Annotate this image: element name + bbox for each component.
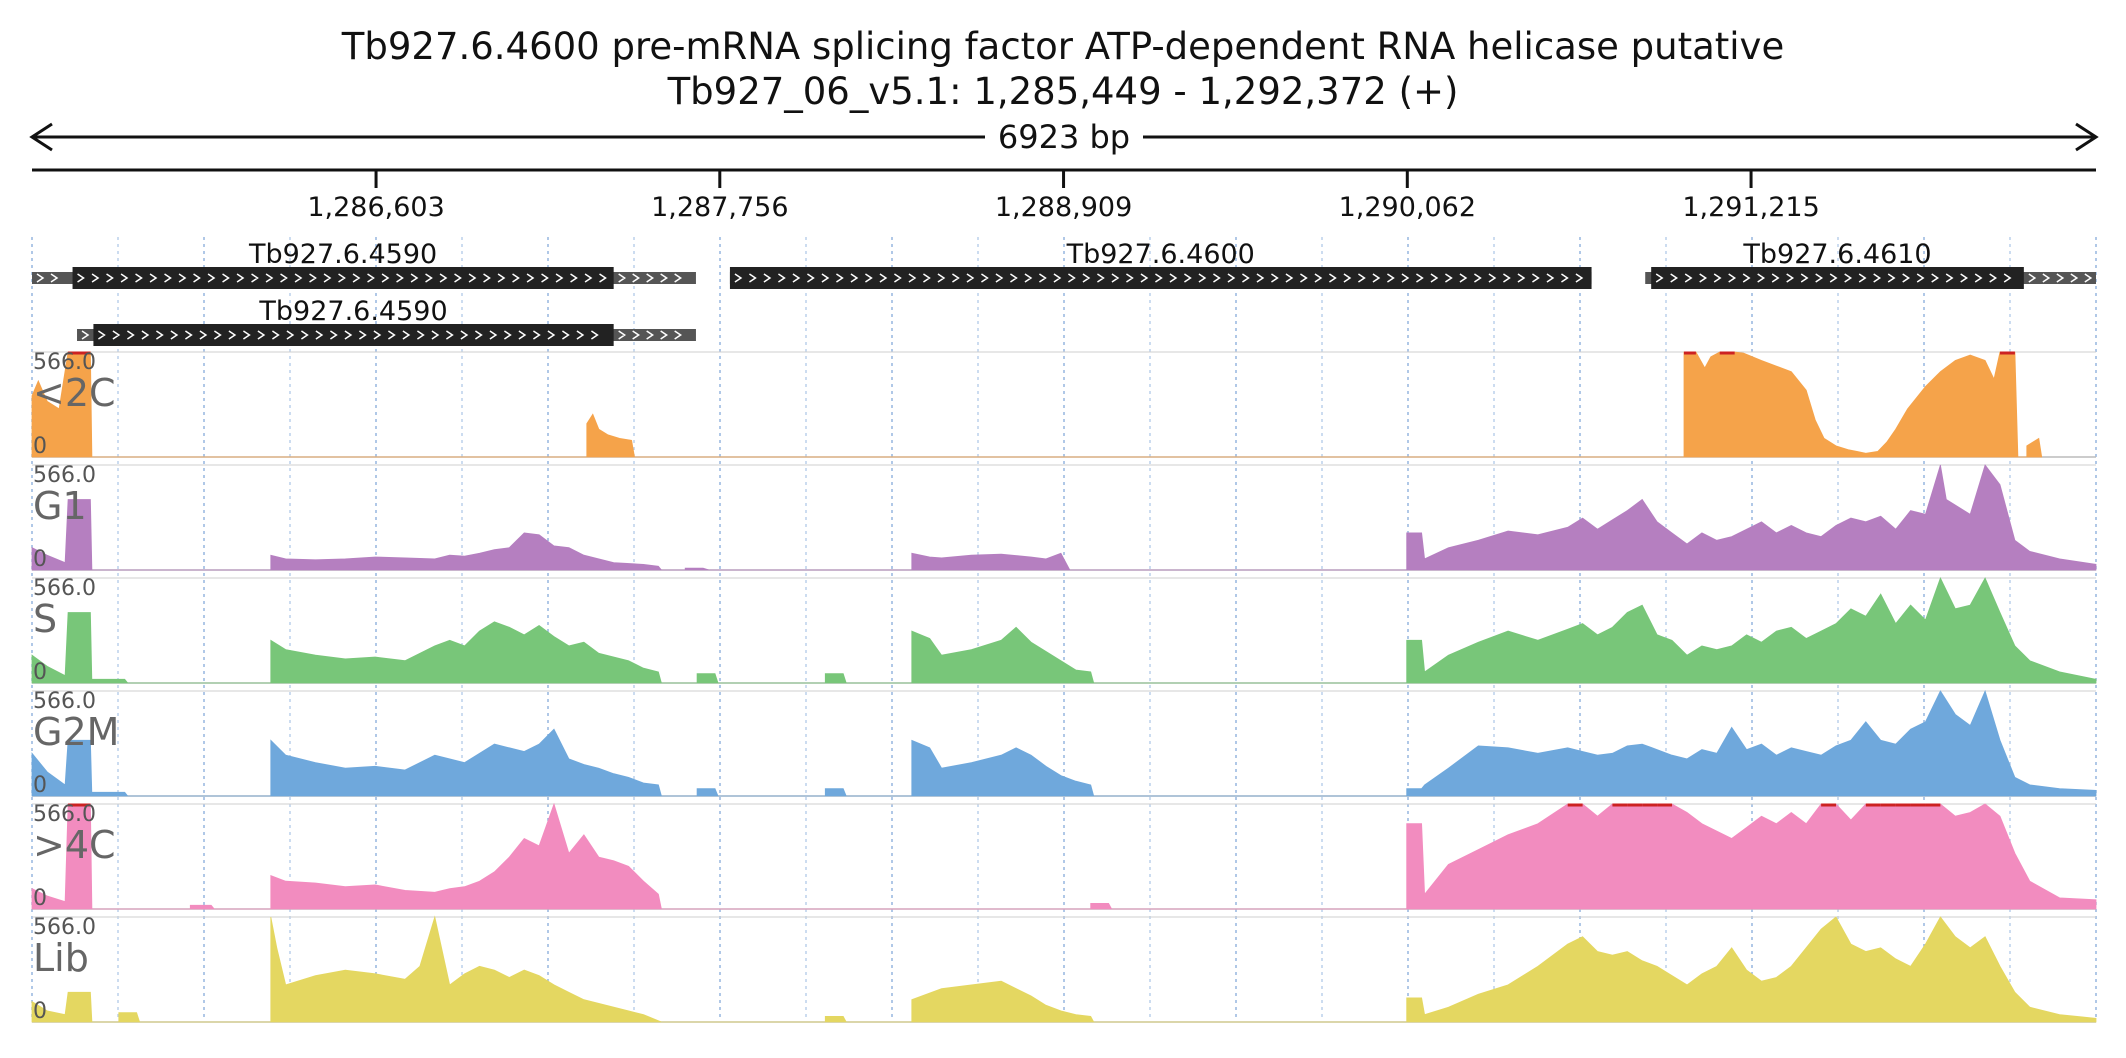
coverage-track: 566.0 0 <2C xyxy=(31,350,2096,459)
track-min-label: 0 xyxy=(33,547,47,572)
coverage-area xyxy=(31,576,2097,684)
strand-arrows xyxy=(734,273,1584,283)
coverage-track: 566.0 0 G2M xyxy=(31,689,2097,798)
track-max-label: 566.0 xyxy=(33,689,96,714)
gene-feature: Tb927.6.4590 xyxy=(77,296,696,346)
track-min-label: 0 xyxy=(33,773,47,798)
coverage-tracks: 566.00<2C566.00G1566.00S566.00G2M566.00>… xyxy=(31,350,2097,1024)
coverage-area xyxy=(31,464,2097,571)
strand-arrows xyxy=(618,330,683,340)
ruler-tick-label: 1,288,909 xyxy=(995,192,1132,223)
gene-label: Tb927.6.4600 xyxy=(1066,239,1255,270)
track-max-label: 566.0 xyxy=(33,463,96,488)
gene-label: Tb927.6.4590 xyxy=(248,239,437,270)
gene-feature: Tb927.6.4600 xyxy=(729,239,1592,289)
strand-arrows xyxy=(36,273,59,283)
coverage-track: 566.0 0 Lib xyxy=(31,915,2097,1024)
track-name: S xyxy=(33,597,57,641)
gene-feature: Tb927.6.4590 xyxy=(32,239,696,289)
track-max-label: 566.0 xyxy=(33,576,96,601)
coverage-area xyxy=(31,689,2097,797)
chart-title: Tb927.6.4600 pre-mRNA splicing factor AT… xyxy=(341,25,1784,68)
gene-label: Tb927.6.4590 xyxy=(258,296,447,327)
strand-arrows xyxy=(77,273,607,283)
track-min-label: 0 xyxy=(33,886,47,911)
cds-bar xyxy=(72,267,614,289)
ruler-tick-label: 1,291,215 xyxy=(1682,192,1819,223)
track-name: <2C xyxy=(33,371,116,415)
cds-bar xyxy=(93,324,614,346)
coverage-track: 566.0 0 G1 xyxy=(31,463,2097,572)
strand-arrows xyxy=(1655,273,2012,283)
strand-arrows xyxy=(98,330,599,340)
track-max-label: 566.0 xyxy=(33,802,96,827)
coverage-area xyxy=(31,915,2097,1023)
coverage-area xyxy=(31,351,2043,458)
track-min-label: 0 xyxy=(33,999,47,1024)
ruler-tick-label: 1,286,603 xyxy=(307,192,444,223)
locus-label: Tb927_06_v5.1: 1,285,449 - 1,292,372 (+) xyxy=(667,70,1459,113)
coverage-track: 566.0 0 S xyxy=(31,576,2097,685)
ruler-ticks: 1,286,603 1,287,756 1,288,909 1,290,062 1,29… xyxy=(307,170,1820,223)
track-min-label: 0 xyxy=(33,434,47,459)
gene-feature: Tb927.6.4610 xyxy=(1645,239,2096,289)
track-name: >4C xyxy=(33,823,116,867)
track-name: Lib xyxy=(33,936,89,980)
coverage-track: 566.0 0 >4C xyxy=(31,802,2097,911)
ruler-tick-label: 1,287,756 xyxy=(651,192,788,223)
gene-label: Tb927.6.4610 xyxy=(1742,239,1931,270)
strand-arrows xyxy=(81,330,90,340)
track-min-label: 0 xyxy=(33,660,47,685)
track-name: G2M xyxy=(33,710,119,754)
strand-arrows xyxy=(2028,273,2093,283)
strand-arrows xyxy=(618,273,683,283)
track-max-label: 566.0 xyxy=(33,915,96,940)
track-max-label: 566.0 xyxy=(33,350,96,375)
ruler-tick-label: 1,290,062 xyxy=(1339,192,1476,223)
track-name: G1 xyxy=(33,484,87,528)
span-label: 6923 bp xyxy=(998,118,1130,156)
gene-track: Tb927.6.4590 Tb927.6.4600 Tb927.6.4610 Tb92… xyxy=(32,239,2096,346)
span-arrow xyxy=(29,122,2099,152)
